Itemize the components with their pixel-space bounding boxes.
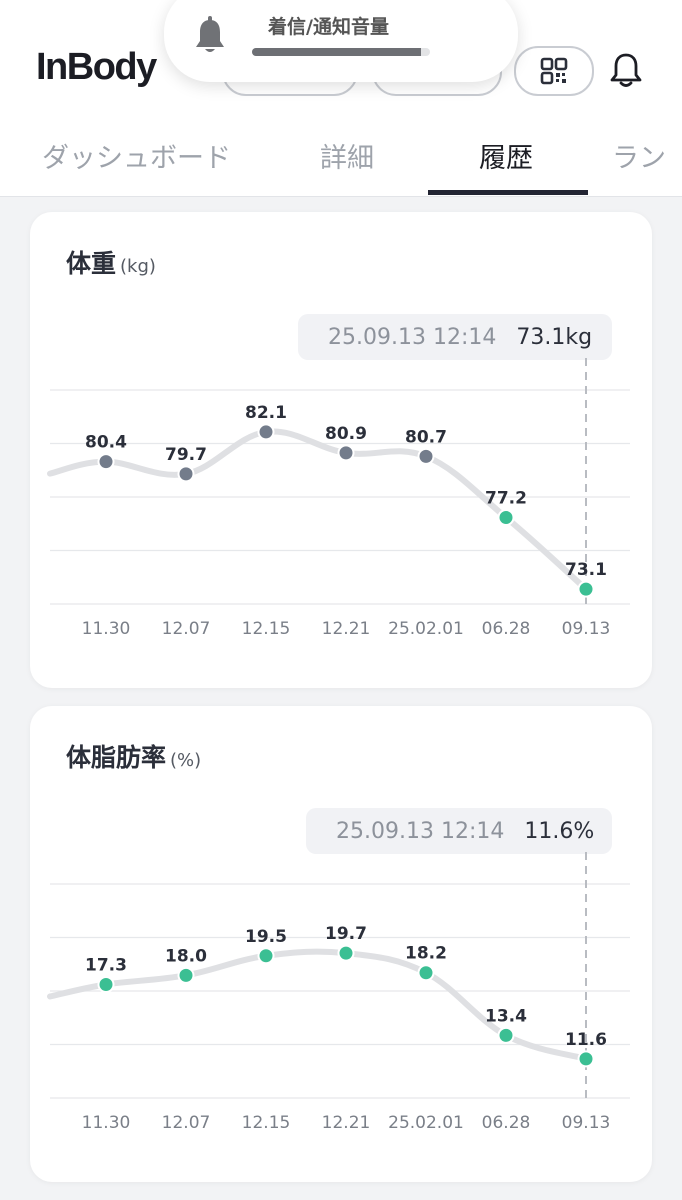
x-tick-label: 12.15 bbox=[242, 619, 291, 639]
notification-button[interactable] bbox=[604, 50, 648, 90]
card-title-text: 体重 bbox=[66, 249, 117, 278]
x-tick-label: 11.30 bbox=[82, 619, 131, 639]
x-tick-label: 12.07 bbox=[162, 619, 211, 639]
data-label: 80.9 bbox=[325, 424, 367, 444]
data-point[interactable] bbox=[577, 1050, 595, 1068]
x-tick-label: 06.28 bbox=[482, 619, 531, 639]
x-tick-label: 09.13 bbox=[562, 619, 611, 639]
data-label: 80.7 bbox=[405, 427, 447, 447]
tab-dashboard[interactable]: ダッシュボード bbox=[42, 143, 231, 174]
tab-details[interactable]: 詳細 bbox=[320, 143, 374, 174]
tab-bar: ダッシュボード 詳細 履歴 ラン bbox=[0, 122, 682, 196]
data-point[interactable] bbox=[97, 975, 115, 993]
data-point[interactable] bbox=[97, 453, 115, 471]
chart-tooltip: 25.09.13 12:14 11.6% bbox=[306, 808, 612, 854]
x-tick-label: 25.02.01 bbox=[388, 1113, 464, 1133]
data-point[interactable] bbox=[177, 465, 195, 483]
data-label: 77.2 bbox=[485, 489, 527, 509]
card-title: 体重 (kg) bbox=[66, 244, 156, 280]
data-label: 11.6 bbox=[565, 1030, 607, 1050]
data-point[interactable] bbox=[337, 944, 355, 962]
volume-hud: 着信/通知音量 bbox=[164, 0, 518, 82]
data-label: 17.3 bbox=[85, 955, 127, 975]
chart-tooltip: 25.09.13 12:14 73.1kg bbox=[298, 314, 612, 360]
qr-code-button[interactable] bbox=[514, 46, 594, 96]
data-point[interactable] bbox=[417, 447, 435, 465]
x-tick-label: 09.13 bbox=[562, 1113, 611, 1133]
x-tick-label: 12.21 bbox=[322, 619, 371, 639]
data-point[interactable] bbox=[177, 966, 195, 984]
volume-slider-fill bbox=[252, 48, 422, 56]
x-tick-label: 12.07 bbox=[162, 1113, 211, 1133]
card-title: 体脂肪率 (%) bbox=[66, 738, 201, 774]
volume-slider[interactable] bbox=[252, 48, 430, 56]
weight-history-card: 体重 (kg) 25.09.13 12:14 73.1kg 80.4 11.30 79… bbox=[30, 212, 652, 688]
tooltip-value: 11.6% bbox=[524, 818, 595, 844]
data-point[interactable] bbox=[417, 964, 435, 982]
inbody-logo: InBody bbox=[36, 46, 157, 88]
body-fat-history-card: 体脂肪率 (%) 25.09.13 12:14 11.6% 17.3 11.30 18… bbox=[30, 706, 652, 1182]
card-unit: (kg) bbox=[120, 256, 156, 277]
tooltip-date: 25.09.13 12:14 bbox=[328, 324, 497, 350]
data-point[interactable] bbox=[497, 509, 515, 527]
active-tab-indicator bbox=[428, 190, 588, 195]
x-tick-label: 12.21 bbox=[322, 1113, 371, 1133]
data-label: 82.1 bbox=[245, 403, 287, 423]
x-tick-label: 06.28 bbox=[482, 1113, 531, 1133]
x-tick-label: 25.02.01 bbox=[388, 619, 464, 639]
data-label: 18.2 bbox=[405, 944, 447, 964]
tab-history[interactable]: 履歴 bbox=[479, 143, 533, 174]
body-fat-line-chart[interactable]: 17.3 11.30 18.0 12.07 19.5 12.15 19.7 12.21 18.2… bbox=[30, 706, 652, 1182]
data-label: 80.4 bbox=[85, 433, 127, 453]
data-point[interactable] bbox=[337, 444, 355, 462]
card-unit: (%) bbox=[170, 750, 202, 771]
x-tick-label: 11.30 bbox=[82, 1113, 131, 1133]
tooltip-date: 25.09.13 12:14 bbox=[336, 818, 505, 844]
tab-ranking[interactable]: ラン bbox=[612, 143, 666, 174]
data-label: 19.7 bbox=[325, 924, 367, 944]
qr-code-icon bbox=[540, 57, 568, 85]
data-label: 18.0 bbox=[165, 946, 207, 966]
bell-icon bbox=[610, 53, 642, 87]
x-tick-label: 12.15 bbox=[242, 1113, 291, 1133]
card-title-text: 体脂肪率 bbox=[66, 743, 167, 772]
volume-label: 着信/通知音量 bbox=[268, 16, 389, 38]
weight-line-chart[interactable]: 80.4 11.30 79.7 12.07 82.1 12.15 80.9 12.21 80.7… bbox=[30, 212, 652, 688]
data-label: 13.4 bbox=[485, 1006, 527, 1026]
data-point[interactable] bbox=[257, 423, 275, 441]
data-label: 79.7 bbox=[165, 445, 207, 465]
bell-icon bbox=[196, 16, 224, 52]
data-point[interactable] bbox=[257, 947, 275, 965]
data-point[interactable] bbox=[577, 580, 595, 598]
tooltip-value: 73.1kg bbox=[516, 324, 593, 350]
data-label: 19.5 bbox=[245, 927, 287, 947]
data-label: 73.1 bbox=[565, 560, 607, 580]
data-point[interactable] bbox=[497, 1026, 515, 1044]
